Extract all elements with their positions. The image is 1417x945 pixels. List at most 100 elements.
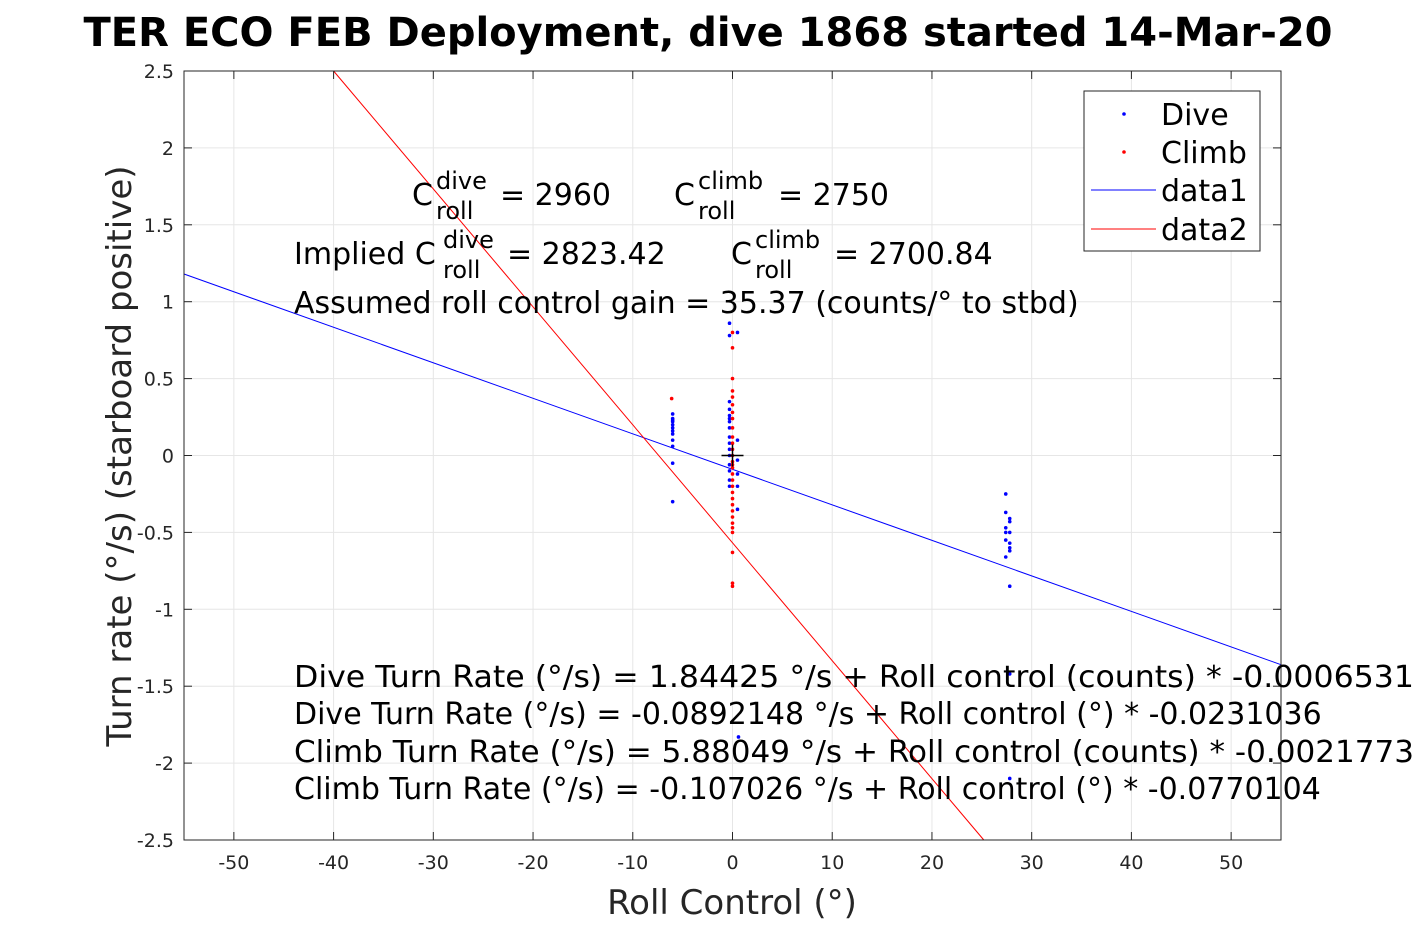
dive-point <box>1007 541 1012 545</box>
dive-point <box>1007 776 1012 781</box>
climb-point <box>730 502 735 507</box>
dive-point <box>1003 530 1008 535</box>
c-dive-base: C <box>412 178 433 213</box>
implied-prefix: Implied C <box>294 237 436 272</box>
y-tick-label: 2.5 <box>144 61 174 83</box>
climb-point <box>730 435 735 439</box>
climb-point <box>730 496 735 501</box>
dive-point <box>727 441 732 445</box>
legend-data2-label: data2 <box>1161 213 1248 248</box>
climb-point <box>730 472 735 476</box>
climb-point <box>730 584 735 589</box>
dive-point <box>727 321 732 326</box>
dive-point <box>727 447 732 452</box>
c-dive-value: = 2960 <box>500 178 611 213</box>
dive-point <box>727 462 732 467</box>
y-tick-label: 0 <box>162 446 174 468</box>
climb-point <box>730 525 735 530</box>
y-tick-label: 1.5 <box>144 215 174 237</box>
dive-point <box>1003 525 1008 530</box>
dive-point <box>735 330 740 335</box>
x-tick-label: -50 <box>218 852 249 874</box>
legend-box <box>1083 90 1261 252</box>
implied-climb-value: = 2700.84 <box>834 237 993 272</box>
climb-point <box>730 330 735 335</box>
implied-climb-sup: climb <box>755 226 820 254</box>
annotation-croll: C dive roll = 2960 C climb roll = 2750 <box>412 167 889 225</box>
x-tick-label: -30 <box>418 852 449 874</box>
dive-point <box>727 435 732 439</box>
dive-point <box>736 735 741 739</box>
dive-point <box>727 484 732 489</box>
dive-point <box>670 461 675 465</box>
x-axis-label: Roll Control (°) <box>607 883 857 923</box>
implied-dive-sup: dive <box>443 226 494 254</box>
dive-point <box>1007 584 1012 589</box>
x-tick-label: 0 <box>726 852 738 874</box>
implied-dive-value: = 2823.42 <box>507 237 666 272</box>
implied-climb-base: C <box>731 237 752 272</box>
annotation-equations: Dive Turn Rate (°/s) = 1.84425 °/s + Rol… <box>294 660 1414 807</box>
dive-point <box>670 432 675 436</box>
climb-point <box>730 402 735 407</box>
dive-point <box>727 413 732 418</box>
equation-dive-counts: Dive Turn Rate (°/s) = 1.84425 °/s + Rol… <box>294 660 1414 695</box>
legend-climb-label: Climb <box>1161 136 1247 171</box>
climb-point <box>669 396 674 401</box>
climb-point <box>730 410 735 415</box>
dive-point <box>1003 510 1008 515</box>
annotation-gain: Assumed roll control gain = 35.37 (count… <box>294 286 1079 321</box>
dive-point <box>735 507 740 512</box>
climb-point <box>730 581 735 585</box>
x-tick-label: -20 <box>518 852 549 874</box>
dive-point <box>735 458 740 462</box>
climb-point <box>730 466 735 470</box>
dive-point <box>735 438 740 442</box>
climb-point <box>730 550 735 555</box>
dive-point <box>670 418 675 422</box>
dive-point <box>1007 530 1012 535</box>
origin-marker <box>721 444 744 467</box>
x-tick-label: 30 <box>1020 852 1044 874</box>
equation-dive-degrees: Dive Turn Rate (°/s) = -0.0892148 °/s + … <box>294 697 1322 732</box>
legend-data1-label: data1 <box>1161 174 1248 209</box>
dive-point <box>670 499 675 504</box>
dive-point <box>670 422 675 427</box>
climb-point <box>730 416 735 421</box>
dive-point <box>1007 516 1012 521</box>
axis-ticks: -50 -40 -30 -20 -10 0 10 20 30 40 50 2.5 2 1.5 1 0.5 0 -0… <box>137 61 1281 874</box>
y-tick-label: -0.5 <box>137 522 174 544</box>
y-tick-label: 2 <box>162 138 174 160</box>
dive-point <box>727 419 732 424</box>
climb-point <box>730 509 735 513</box>
legend: Dive Climb data1 data2 <box>1083 90 1261 252</box>
x-tick-label: 50 <box>1219 852 1243 874</box>
climb-point <box>730 395 735 399</box>
dive-point <box>670 444 675 449</box>
c-climb-value: = 2750 <box>778 178 889 213</box>
x-tick-label: 10 <box>820 852 844 874</box>
c-climb-base: C <box>674 178 695 213</box>
c-climb-sup: climb <box>698 167 763 195</box>
climb-point <box>730 521 735 525</box>
dive-point <box>670 429 675 433</box>
equation-climb-degrees: Climb Turn Rate (°/s) = -0.107026 °/s + … <box>294 772 1321 807</box>
y-tick-label: -2 <box>155 753 174 775</box>
y-tick-label: 1 <box>162 292 174 314</box>
x-tick-label: 20 <box>920 852 944 874</box>
y-axis-label: Turn rate (°/s) (starboard positive) <box>100 165 140 747</box>
climb-point <box>730 515 735 519</box>
y-tick-label: 0.5 <box>144 369 174 391</box>
c-climb-sub: roll <box>698 197 735 225</box>
fit-line-data2 <box>333 70 985 841</box>
climb-point <box>730 389 735 393</box>
c-dive-sup: dive <box>436 167 487 195</box>
dive-point <box>1003 555 1008 559</box>
dive-point <box>670 412 675 416</box>
implied-dive-sub: roll <box>443 256 480 284</box>
legend-climb-marker <box>1122 150 1126 154</box>
climb-point <box>730 426 735 430</box>
data-points <box>669 321 1012 781</box>
equation-climb-counts: Climb Turn Rate (°/s) = 5.88049 °/s + Ro… <box>294 735 1414 770</box>
